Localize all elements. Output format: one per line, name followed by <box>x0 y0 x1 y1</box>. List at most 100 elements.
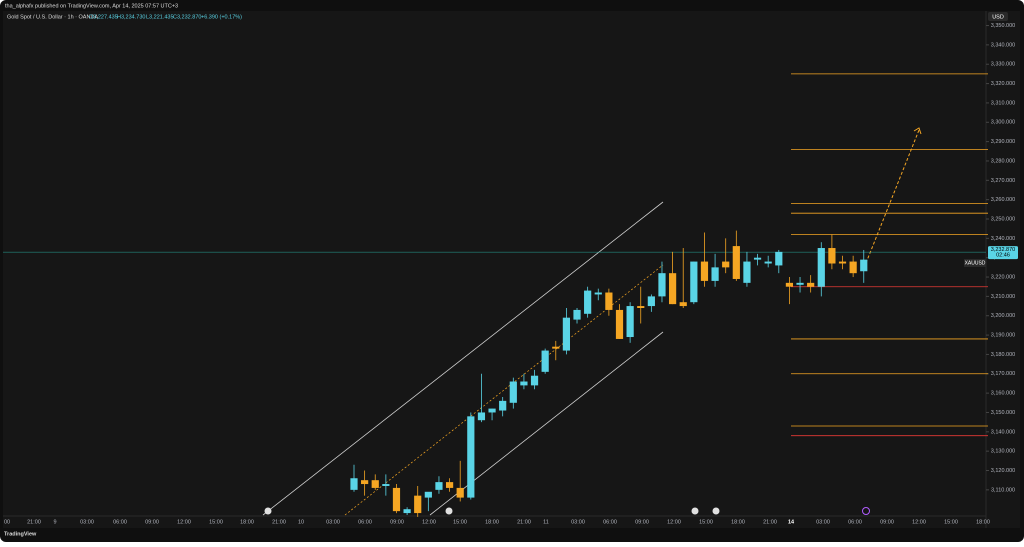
candle-body <box>690 261 698 303</box>
candle-body <box>562 317 570 351</box>
x-tick-label: 10 <box>298 519 304 525</box>
event-icon <box>264 507 272 515</box>
y-tick-label: 3,140.000 <box>991 429 1015 435</box>
candle-body <box>520 381 528 386</box>
chart-panel <box>3 11 1020 528</box>
candle-body <box>424 491 432 498</box>
candle-body <box>584 290 592 314</box>
y-tick-label: 3,240.000 <box>991 236 1015 242</box>
chart-title: Gold Spot / U.S. Dollar · 1h · OANDA <box>7 14 98 20</box>
x-tick-label: 18:00 <box>731 519 745 525</box>
candle-body <box>445 482 454 488</box>
x-tick-label: 15:00 <box>944 519 958 525</box>
candle-body <box>371 480 379 488</box>
candle-body <box>860 259 868 272</box>
candle-body <box>764 261 772 264</box>
candle-body <box>499 400 507 411</box>
candle-body <box>414 495 422 514</box>
y-tick-label: 3,280.000 <box>991 158 1015 164</box>
x-tick-label: 15:00 <box>209 519 223 525</box>
ohlc-high: H3,234.730 <box>117 14 145 20</box>
candle-body <box>552 346 560 349</box>
y-tick-label: 3,290.000 <box>991 139 1015 145</box>
x-tick-label: 15:00 <box>699 519 713 525</box>
y-tick-label: 3,250.000 <box>991 216 1015 222</box>
y-tick-label: 3,170.000 <box>991 371 1015 377</box>
last-price-label: 3,232.870 <box>991 247 1015 253</box>
x-tick-label: 03:00 <box>816 519 830 525</box>
candle-body <box>732 246 740 279</box>
event-icon <box>712 507 720 515</box>
candle-body <box>626 306 634 338</box>
x-tick-label: 09:00 <box>880 519 894 525</box>
event-icon <box>691 507 699 515</box>
x-tick-label: 12:00 <box>667 519 681 525</box>
x-tick-label: 21:00 <box>272 519 286 525</box>
x-tick-label: 00 <box>4 519 10 525</box>
candle-body <box>637 306 645 308</box>
x-tick-label: 9 <box>53 519 56 525</box>
x-tick-label: 12:00 <box>912 519 926 525</box>
y-tick-label: 3,270.000 <box>991 178 1015 184</box>
y-tick-label: 3,120.000 <box>991 468 1015 474</box>
y-tick-label: 3,180.000 <box>991 352 1015 358</box>
event-icon <box>862 507 870 515</box>
candle-body <box>838 261 847 264</box>
candle-body <box>785 282 794 287</box>
x-tick-label: 18:00 <box>485 519 499 525</box>
x-tick-label: 12:00 <box>177 519 191 525</box>
x-tick-label: 06:00 <box>113 519 127 525</box>
x-tick-label: 06:00 <box>358 519 372 525</box>
x-tick-label: 09:00 <box>390 519 404 525</box>
symbol-box <box>964 259 986 267</box>
candle-body <box>541 350 549 372</box>
symbol: XAUUSD <box>965 260 986 266</box>
y-tick-label: 3,220.000 <box>991 274 1015 280</box>
currency-box <box>988 12 1008 21</box>
candle-body <box>488 408 496 413</box>
arrow-head <box>913 127 922 135</box>
candle-body <box>594 292 602 295</box>
ohlc-open: O3,227.435 <box>89 14 118 20</box>
currency: USD <box>992 14 1004 20</box>
candle-body <box>467 416 475 498</box>
publisher: tha_alphafx published on TradingView.com… <box>5 3 178 9</box>
price-badge: XAUUSD <box>964 259 986 267</box>
candle-body <box>807 282 815 287</box>
x-tick-label: 21:00 <box>27 519 41 525</box>
ohlc-low: L3,221.435 <box>146 14 174 20</box>
candle-body <box>711 267 719 281</box>
candle-body <box>722 261 730 268</box>
candle-body <box>658 273 666 297</box>
y-tick-label: 3,190.000 <box>991 333 1015 339</box>
candle-body <box>647 296 655 307</box>
candle-body <box>456 487 464 498</box>
y-tick-label: 3,150.000 <box>991 410 1015 416</box>
candle-body <box>573 309 581 320</box>
x-tick-label: 06:00 <box>603 519 617 525</box>
x-tick-label: 18:00 <box>976 519 990 525</box>
last-price-box <box>988 246 1018 260</box>
x-tick-label: 15:00 <box>453 519 467 525</box>
x-tick-label: 06:00 <box>848 519 862 525</box>
x-tick-label: 21:00 <box>517 519 531 525</box>
y-tick-label: 3,130.000 <box>991 449 1015 455</box>
y-tick-label: 3,200.000 <box>991 313 1015 319</box>
x-tick-label: 12:00 <box>422 519 436 525</box>
y-tick-label: 3,310.000 <box>991 100 1015 106</box>
candle-body <box>775 251 783 266</box>
x-tick-label: 14 <box>788 519 795 525</box>
candle-body <box>403 509 411 514</box>
y-tick-label: 3,320.000 <box>991 81 1015 87</box>
y-tick-label: 3,210.000 <box>991 294 1015 300</box>
channel-upper <box>262 201 664 516</box>
candle-body <box>828 248 836 264</box>
y-tick-label: 3,110.000 <box>991 487 1015 493</box>
candle-body <box>382 484 390 486</box>
y-tick-label: 3,340.000 <box>991 42 1015 48</box>
candle-body <box>615 309 624 339</box>
brand: TradingView <box>4 531 37 537</box>
candle-body <box>605 292 613 310</box>
y-tick-label: 3,300.000 <box>991 120 1015 126</box>
